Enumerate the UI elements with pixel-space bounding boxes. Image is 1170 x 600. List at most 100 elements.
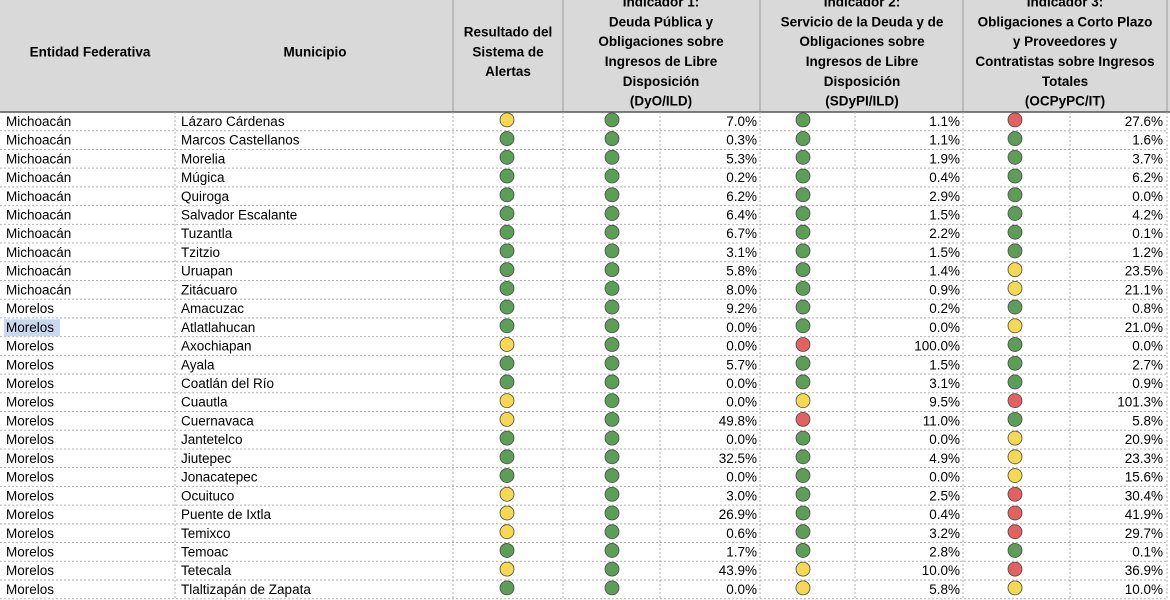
percent-cell: 26.9% <box>719 507 757 522</box>
text-cell: Michoacán <box>6 114 71 129</box>
status-light <box>795 168 811 184</box>
status-light <box>1007 280 1023 296</box>
status-light <box>604 449 620 465</box>
percent-cell: 0.1% <box>1132 544 1163 559</box>
text-cell: Michoacán <box>6 208 71 223</box>
status-light <box>795 243 811 259</box>
percent-cell: 0.0% <box>726 470 757 485</box>
percent-cell: 23.3% <box>1125 451 1163 466</box>
text-cell: Michoacán <box>6 151 71 166</box>
text-cell: Ocuituco <box>181 488 234 503</box>
percent-cell: 23.5% <box>1125 264 1163 279</box>
percent-cell: 3.2% <box>929 526 960 541</box>
percent-cell: 6.7% <box>726 226 757 241</box>
status-light <box>795 187 811 203</box>
status-light <box>499 411 515 427</box>
status-light <box>795 318 811 334</box>
text-cell: Cuernavaca <box>181 413 254 428</box>
text-cell: Michoacán <box>6 282 71 297</box>
header-cell: Entidad Federativa <box>30 45 151 60</box>
body-background <box>0 112 1170 600</box>
header-line: (OCPyPC/IT) <box>1025 94 1105 109</box>
text-cell: Morelos <box>6 432 54 447</box>
status-light <box>1007 486 1023 502</box>
status-light <box>1007 505 1023 521</box>
percent-cell: 5.3% <box>726 151 757 166</box>
status-light <box>604 374 620 390</box>
percent-cell: 100.0% <box>914 339 960 354</box>
percent-cell: 6.4% <box>726 208 757 223</box>
percent-cell: 9.5% <box>929 395 960 410</box>
status-light <box>604 187 620 203</box>
header-line: Ingresos de Libre <box>605 54 718 69</box>
percent-cell: 3.1% <box>726 245 757 260</box>
percent-cell: 1.4% <box>929 264 960 279</box>
status-light <box>795 486 811 502</box>
header-line: Alertas <box>485 64 531 79</box>
percent-cell: 6.2% <box>1132 170 1163 185</box>
status-light <box>795 393 811 409</box>
percent-cell: 5.7% <box>726 357 757 372</box>
percent-cell: 0.0% <box>929 320 960 335</box>
percent-cell: 9.2% <box>726 301 757 316</box>
percent-cell: 4.2% <box>1132 208 1163 223</box>
text-cell: Morelos <box>6 395 54 410</box>
status-light <box>795 280 811 296</box>
text-cell: Morelos <box>6 526 54 541</box>
text-cell: Zitácuaro <box>181 282 237 297</box>
text-cell: Tetecala <box>181 563 232 578</box>
header-line: (SDyPI/ILD) <box>825 94 899 109</box>
text-cell: Tlaltizapán de Zapata <box>181 582 311 597</box>
status-light <box>795 131 811 146</box>
percent-cell: 27.6% <box>1125 114 1163 129</box>
text-cell: Múgica <box>181 170 225 185</box>
text-cell: Jiutepec <box>181 451 232 466</box>
percent-cell: 5.8% <box>1132 413 1163 428</box>
percent-cell: 49.8% <box>719 413 757 428</box>
percent-cell: 0.0% <box>1132 339 1163 354</box>
status-light <box>1007 393 1023 409</box>
percent-cell: 0.2% <box>726 170 757 185</box>
percent-cell: 8.0% <box>726 282 757 297</box>
status-light <box>795 206 811 221</box>
percent-cell: 6.2% <box>726 189 757 204</box>
percent-cell: 0.9% <box>1132 376 1163 391</box>
percent-cell: 4.9% <box>929 451 960 466</box>
status-light <box>499 561 515 577</box>
status-light <box>604 243 620 259</box>
status-light <box>499 486 515 502</box>
text-cell: Morelos <box>6 451 54 466</box>
text-cell: Atlatlahucan <box>181 320 255 335</box>
percent-cell: 1.5% <box>929 245 960 260</box>
status-light <box>604 580 620 596</box>
text-cell: Quiroga <box>181 189 230 204</box>
status-light <box>499 505 515 521</box>
percent-cell: 32.5% <box>719 451 757 466</box>
status-light <box>499 206 515 221</box>
text-cell: Coatlán del Río <box>181 376 274 391</box>
header-line: Contratistas sobre Ingresos <box>975 54 1154 69</box>
status-light <box>1007 187 1023 203</box>
text-cell: Michoacán <box>6 170 71 185</box>
status-light <box>604 299 620 315</box>
text-cell: Temixco <box>181 526 231 541</box>
status-light <box>499 149 515 165</box>
header-line: Disposición <box>623 74 700 89</box>
percent-cell: 29.7% <box>1125 526 1163 541</box>
status-light <box>1007 543 1023 558</box>
percent-cell: 20.9% <box>1125 432 1163 447</box>
percent-cell: 15.6% <box>1125 470 1163 485</box>
header-line: Obligaciones a Corto Plazo <box>978 14 1153 29</box>
percent-cell: 3.1% <box>929 376 960 391</box>
percent-cell: 1.7% <box>726 544 757 559</box>
status-light <box>1007 262 1023 278</box>
status-light <box>795 505 811 521</box>
text-cell: Axochiapan <box>181 339 252 354</box>
percent-cell: 0.0% <box>726 432 757 447</box>
status-light <box>604 337 620 352</box>
percent-cell: 0.2% <box>929 301 960 316</box>
status-light <box>604 149 620 165</box>
percent-cell: 30.4% <box>1125 488 1163 503</box>
status-light <box>795 468 811 483</box>
status-light <box>604 411 620 427</box>
